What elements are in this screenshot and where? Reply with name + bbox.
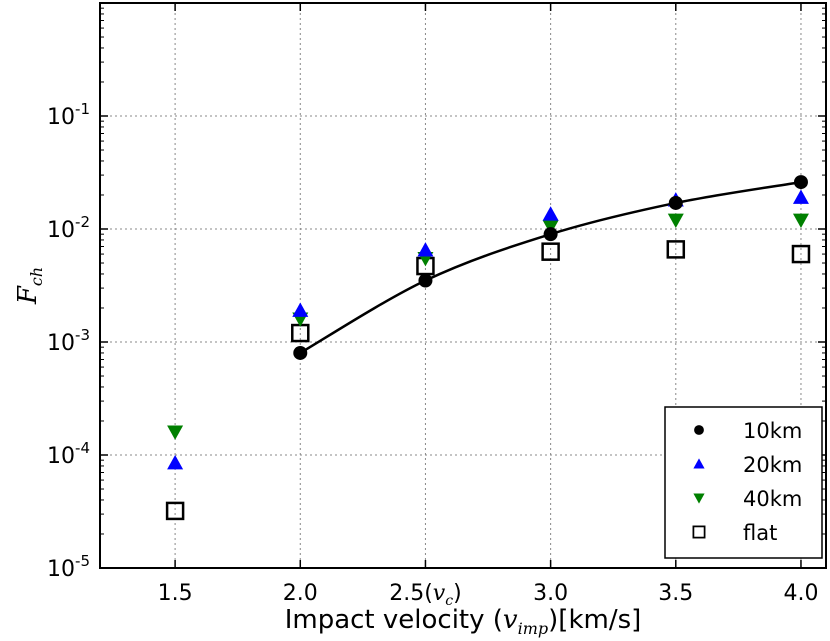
legend-label-10km: 10km bbox=[743, 419, 802, 443]
y-tick-label: 10-3 bbox=[47, 326, 90, 356]
legend-marker-flat bbox=[692, 525, 706, 539]
y-axis-label: Fch bbox=[13, 267, 46, 305]
legend-box bbox=[664, 406, 823, 559]
legend-label-40km: 40km bbox=[743, 487, 802, 511]
data-points bbox=[165, 175, 811, 521]
data-point-10km bbox=[543, 227, 558, 242]
data-point-10km bbox=[668, 195, 683, 210]
axis-ticks bbox=[100, 3, 826, 569]
x-tick-label: 3.0 bbox=[533, 581, 568, 606]
data-point-10km bbox=[293, 345, 308, 360]
data-point-40km bbox=[792, 213, 809, 229]
data-point-20km bbox=[167, 454, 184, 470]
legend-label-flat: flat bbox=[743, 521, 777, 545]
x-tick-label: 2.0 bbox=[283, 581, 318, 606]
y-tick-label: 10-4 bbox=[47, 439, 90, 469]
data-point-10km bbox=[793, 175, 808, 190]
x-tick-label: 1.5 bbox=[158, 581, 193, 606]
plot-frame bbox=[99, 2, 827, 569]
data-point-20km bbox=[542, 206, 559, 221]
y-tick-label: 10-1 bbox=[47, 100, 90, 130]
legend-marker-40km bbox=[693, 493, 705, 504]
data-point-flat bbox=[541, 242, 560, 261]
data-point-20km bbox=[417, 242, 434, 257]
x-tick-label: 3.5 bbox=[658, 581, 693, 606]
y-tick-label: 10-2 bbox=[47, 213, 90, 243]
data-point-40km bbox=[667, 213, 684, 229]
data-point-flat bbox=[666, 240, 686, 259]
y-tick-label: 10-5 bbox=[47, 552, 90, 582]
legend-label-20km: 20km bbox=[743, 453, 802, 477]
data-point-20km bbox=[792, 189, 809, 204]
x-tick-label: 4.0 bbox=[783, 581, 818, 606]
legend-marker-20km bbox=[693, 458, 705, 469]
x-axis-label: Impact velocity (vimp)[km/s] bbox=[285, 605, 642, 638]
legend: 10km 20km 40km flat bbox=[664, 406, 823, 559]
data-point-flat bbox=[791, 244, 811, 264]
axis-labels: 1.5 2.0 2.5(vc) 3.0 3.5 4.0 10-5 10-4 10-3 10-2 10… bbox=[13, 100, 818, 638]
legend-marker-10km bbox=[694, 425, 704, 435]
data-point-40km bbox=[167, 425, 184, 440]
x-tick-label: 2.5(vc) bbox=[389, 581, 461, 609]
data-point-10km bbox=[418, 273, 433, 288]
data-point-flat bbox=[165, 501, 185, 521]
data-point-20km bbox=[292, 302, 309, 317]
